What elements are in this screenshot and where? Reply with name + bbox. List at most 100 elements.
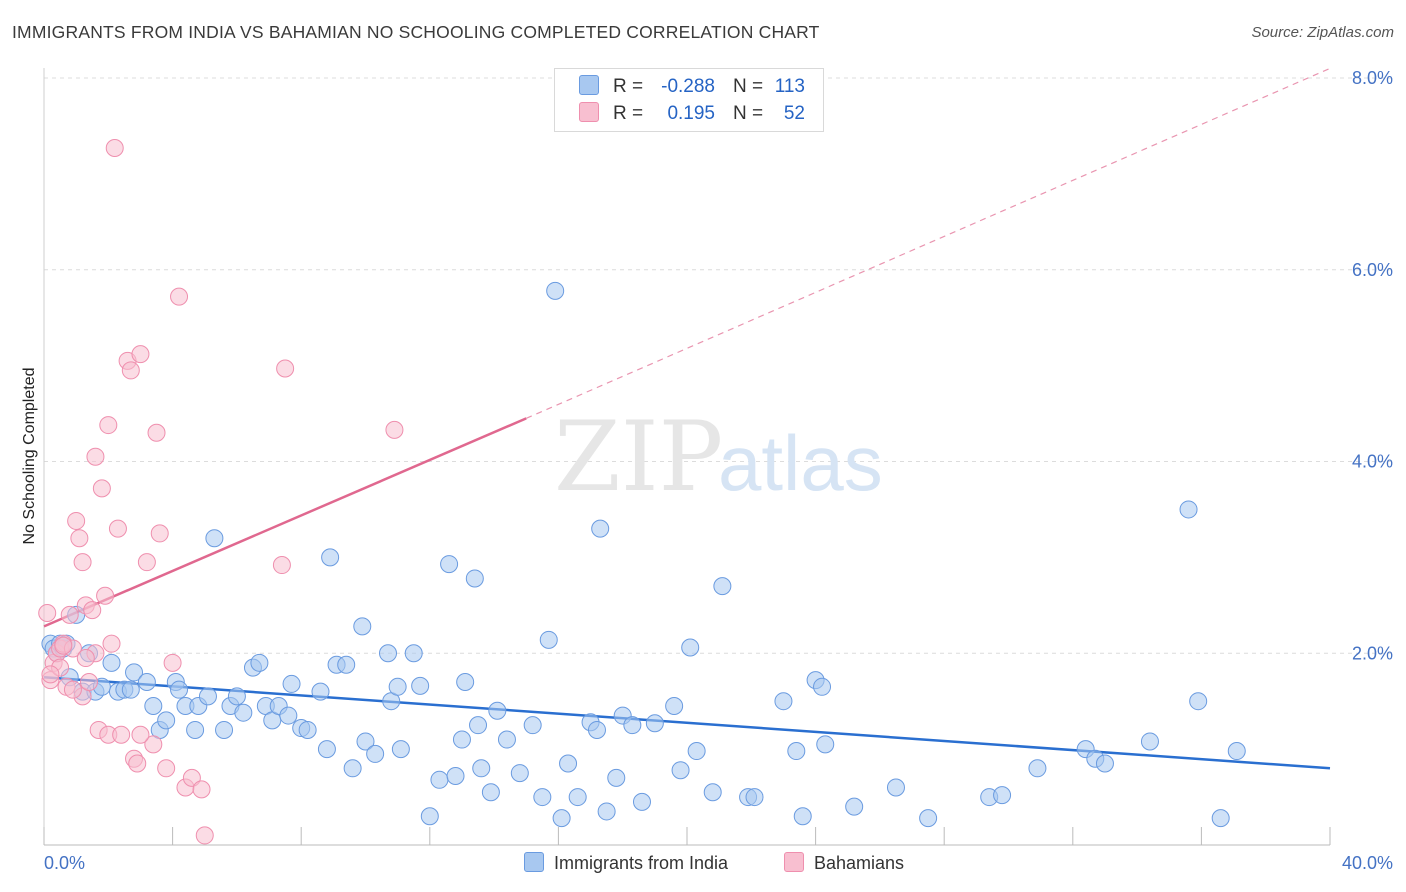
- india-point: [539, 630, 558, 649]
- india-point: [298, 720, 317, 739]
- india-point: [497, 730, 516, 749]
- bahamian-trendline: [43, 417, 527, 628]
- bahamian-point: [60, 605, 79, 624]
- india-point: [1189, 692, 1208, 711]
- x-tick-label: 0.0%: [44, 853, 85, 873]
- axes: [43, 68, 1331, 846]
- bahamian-point: [163, 653, 182, 672]
- india-point: [568, 788, 587, 807]
- india-swatch-icon: [579, 75, 599, 95]
- zipatlas-watermark: ZIP atlas: [554, 401, 883, 513]
- india-point: [793, 807, 812, 826]
- india-point: [1211, 809, 1230, 828]
- india-point: [186, 720, 205, 739]
- india-point: [446, 766, 465, 785]
- india-point: [356, 732, 375, 751]
- india-point: [440, 555, 459, 574]
- y-tick-label: 8.0%: [1352, 68, 1393, 88]
- india-point: [886, 778, 905, 797]
- india-point: [279, 706, 298, 725]
- r-label: R =: [613, 76, 644, 97]
- india-point: [337, 655, 356, 674]
- bahamian-point: [144, 735, 163, 754]
- r-value: -0.288: [661, 76, 715, 97]
- india-point: [137, 673, 156, 692]
- india-point: [353, 617, 372, 636]
- india-point: [681, 638, 700, 657]
- n-label: N =: [733, 76, 764, 97]
- data-points: [38, 138, 1246, 845]
- india-point: [234, 703, 253, 722]
- india-point: [645, 714, 664, 733]
- bahamian-point: [150, 524, 169, 543]
- india-point: [379, 644, 398, 663]
- india-point: [205, 529, 224, 548]
- source-credit: Source: ZipAtlas.com: [1251, 24, 1394, 41]
- india-point: [1140, 732, 1159, 751]
- india-point: [559, 754, 578, 773]
- india-point: [687, 742, 706, 761]
- india-point: [215, 720, 234, 739]
- india-point: [632, 792, 651, 811]
- india-point: [623, 716, 642, 735]
- india-point: [121, 680, 140, 699]
- india-point: [587, 720, 606, 739]
- bahamian-point: [73, 553, 92, 572]
- india-point: [391, 740, 410, 759]
- bahamian-point: [41, 665, 60, 684]
- india-point: [816, 735, 835, 754]
- y-tick-label: 4.0%: [1352, 452, 1393, 472]
- bahamian-point: [121, 361, 140, 380]
- bahamian-point: [83, 601, 102, 620]
- india-point: [411, 676, 430, 695]
- trendlines: [43, 67, 1331, 770]
- india-trendline: [43, 675, 1331, 770]
- india-point: [488, 701, 507, 720]
- india-legend-label: Immigrants from India: [554, 853, 729, 873]
- n-value: 52: [783, 103, 805, 124]
- india-point: [1227, 742, 1246, 761]
- n-label: N =: [733, 103, 764, 124]
- bahamian-point: [96, 586, 115, 605]
- x-tick-label: 40.0%: [1342, 853, 1393, 873]
- india-point: [993, 786, 1012, 805]
- r-value: 0.195: [667, 103, 715, 124]
- bahamians-swatch-icon: [579, 102, 599, 122]
- india-point: [311, 682, 330, 701]
- india-point: [671, 761, 690, 780]
- india-point: [813, 677, 832, 696]
- bahamian-point: [170, 287, 189, 306]
- india-point: [523, 716, 542, 735]
- india-point: [102, 653, 121, 672]
- india-point: [1179, 500, 1198, 519]
- y-axis-label: No Schooling Completed: [21, 368, 38, 545]
- india-point: [282, 674, 301, 693]
- india-point: [317, 740, 336, 759]
- bahamian-point: [105, 138, 124, 157]
- india-point: [703, 783, 722, 802]
- india-point: [607, 768, 626, 787]
- legend-row-india: R = -0.288 N = 113: [579, 75, 805, 99]
- india-point: [170, 680, 189, 699]
- india-point: [665, 696, 684, 715]
- bahamian-point: [128, 754, 147, 773]
- india-point: [388, 677, 407, 696]
- bahamian-point: [182, 768, 201, 787]
- india-point: [919, 809, 938, 828]
- tick-labels: 2.0% 4.0% 6.0% 8.0% 0.0% 40.0%: [44, 68, 1393, 873]
- india-point: [546, 281, 565, 300]
- bahamian-point: [137, 553, 156, 572]
- bahamian-point: [102, 634, 121, 653]
- india-point: [745, 788, 764, 807]
- india-point: [157, 711, 176, 730]
- bahamian-point: [63, 680, 82, 699]
- bahamian-point: [92, 479, 111, 498]
- india-point: [787, 742, 806, 761]
- india-point: [533, 788, 552, 807]
- bahamian-point: [67, 511, 86, 530]
- india-point: [1095, 754, 1114, 773]
- india-point: [465, 569, 484, 588]
- bahamian-point: [38, 603, 57, 622]
- bahamian-point: [99, 416, 118, 435]
